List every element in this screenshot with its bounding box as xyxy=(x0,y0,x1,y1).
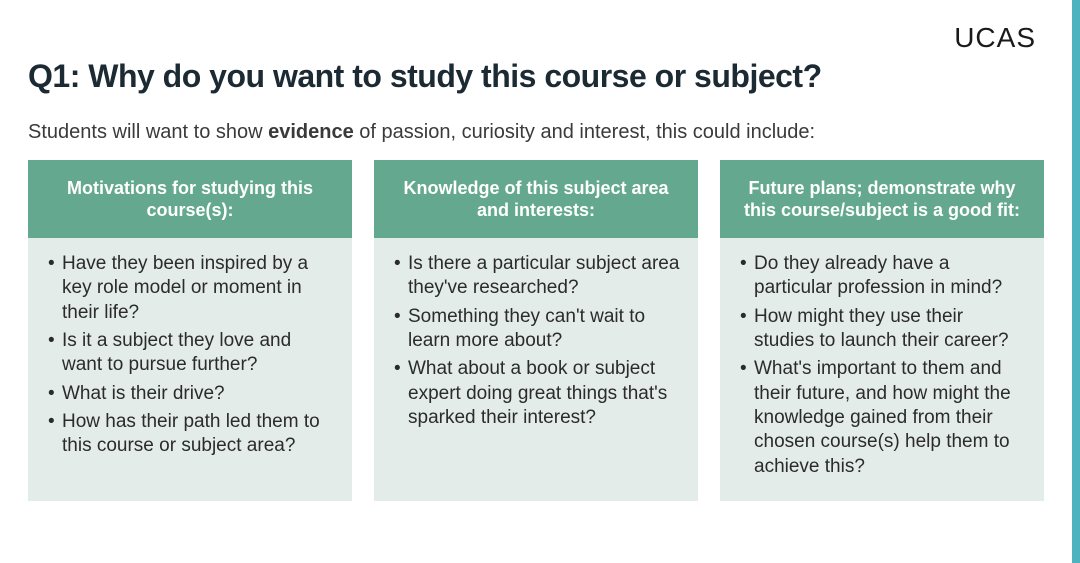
list-item: Is it a subject they love and want to pu… xyxy=(46,329,334,378)
intro-bold: evidence xyxy=(268,121,354,143)
column-body: Is there a particular subject area they'… xyxy=(374,238,698,501)
column-header: Motivations for studying this course(s): xyxy=(28,160,352,238)
column-header: Knowledge of this subject area and inter… xyxy=(374,160,698,238)
accent-bar xyxy=(1072,0,1080,563)
column-knowledge: Knowledge of this subject area and inter… xyxy=(374,160,698,501)
columns-container: Motivations for studying this course(s):… xyxy=(28,160,1044,501)
list-item: Do they already have a particular profes… xyxy=(738,252,1026,301)
column-future-plans: Future plans; demonstrate why this cours… xyxy=(720,160,1044,501)
intro-pre: Students will want to show xyxy=(28,121,268,143)
list-item: How has their path led them to this cour… xyxy=(46,410,334,459)
ucas-logo: UCAS xyxy=(954,22,1036,54)
list-item: Is there a particular subject area they'… xyxy=(392,252,680,301)
column-body: Do they already have a particular profes… xyxy=(720,238,1044,501)
list-item: What's important to them and their futur… xyxy=(738,357,1026,479)
intro-post: of passion, curiosity and interest, this… xyxy=(354,121,815,143)
list-item: Something they can't wait to learn more … xyxy=(392,305,680,354)
column-header: Future plans; demonstrate why this cours… xyxy=(720,160,1044,238)
list-item: What about a book or subject expert doin… xyxy=(392,357,680,430)
slide-heading: Q1: Why do you want to study this course… xyxy=(28,58,1044,95)
column-body: Have they been inspired by a key role mo… xyxy=(28,238,352,501)
list-item: How might they use their studies to laun… xyxy=(738,305,1026,354)
column-motivations: Motivations for studying this course(s):… xyxy=(28,160,352,501)
intro-text: Students will want to show evidence of p… xyxy=(28,121,1044,144)
list-item: What is their drive? xyxy=(46,382,334,406)
list-item: Have they been inspired by a key role mo… xyxy=(46,252,334,325)
slide-content: UCAS Q1: Why do you want to study this c… xyxy=(0,0,1072,563)
